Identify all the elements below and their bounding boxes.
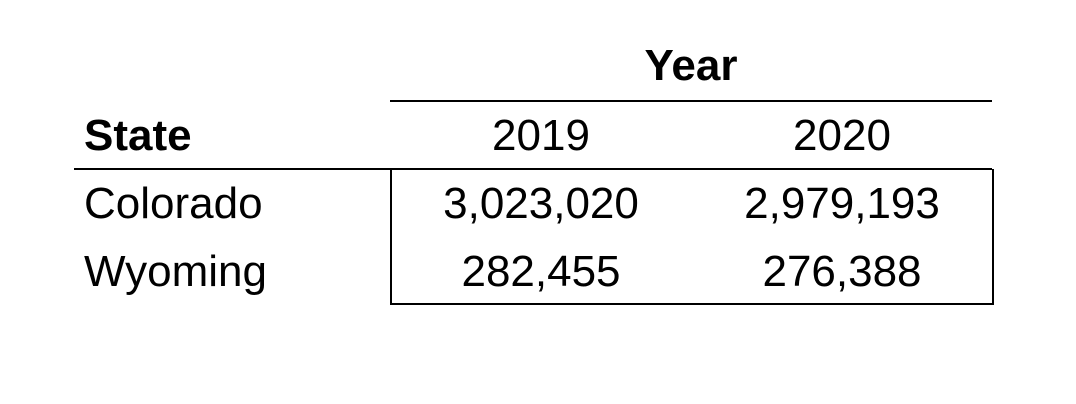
cell-colorado-2020: 2,979,193 — [744, 179, 940, 228]
header-divider — [74, 168, 992, 170]
state-column-header: State — [84, 111, 192, 160]
cell-wyoming-2019: 282,455 — [461, 247, 621, 296]
year-2019-column-header: 2019 — [492, 111, 590, 160]
year-2020-column-header: 2020 — [793, 111, 891, 160]
year-group-header: Year — [644, 41, 738, 90]
data-values-box — [390, 169, 994, 305]
cell-wyoming-2020: 276,388 — [762, 247, 922, 296]
cell-colorado-2019: 3,023,020 — [443, 179, 639, 228]
row-label-colorado: Colorado — [84, 179, 263, 228]
year-header-divider — [390, 100, 992, 102]
row-label-wyoming: Wyoming — [84, 247, 267, 296]
